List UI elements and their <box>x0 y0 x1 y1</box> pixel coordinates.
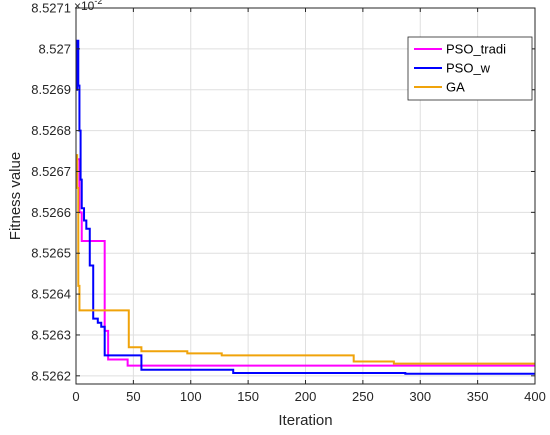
x-tick-label: 100 <box>180 389 202 404</box>
x-axis-title: Iteration <box>278 412 332 429</box>
y-exponent-label: ×10-2 <box>74 0 102 13</box>
y-axis-title: Fitness value <box>7 152 24 240</box>
legend-label: GA <box>446 80 465 95</box>
y-tick-label: 8.5271 <box>31 1 71 16</box>
x-tick-label: 250 <box>352 389 374 404</box>
y-tick-label: 8.5265 <box>31 246 71 261</box>
y-tick-label: 8.5269 <box>31 82 71 97</box>
y-tick-label: 8.5264 <box>31 287 71 302</box>
y-tick-label: 8.5267 <box>31 164 71 179</box>
y-tick-label: 8.5263 <box>31 327 71 342</box>
y-tick-label: 8.5262 <box>31 368 71 383</box>
legend-label: PSO_w <box>446 61 491 76</box>
series-line-ga <box>76 154 535 365</box>
legend: PSO_tradi PSO_w GA <box>407 36 533 101</box>
x-tick-label: 300 <box>409 389 431 404</box>
y-tick-label: 8.5266 <box>31 205 71 220</box>
series-line-pso-w <box>76 39 535 375</box>
x-tick-label: 50 <box>126 389 140 404</box>
y-tick-label: 8.5268 <box>31 123 71 138</box>
x-tick-label: 200 <box>295 389 317 404</box>
series-lines <box>76 39 535 375</box>
x-tick-label: 350 <box>467 389 489 404</box>
legend-label: PSO_tradi <box>446 42 506 57</box>
grid-lines <box>75 7 536 384</box>
x-tick-label: 0 <box>72 389 79 404</box>
x-tick-label: 400 <box>524 389 546 404</box>
x-tick-label: 150 <box>237 389 259 404</box>
axis-ticks: 0 50 100 150 200 250 300 350 400 8.5262 8.5263 8.52… <box>31 1 546 405</box>
series-line-pso-tradi <box>76 158 535 367</box>
y-tick-label: 8.527 <box>38 41 71 56</box>
y-exponent-power: -2 <box>94 0 102 6</box>
y-exponent-base: ×10 <box>74 0 95 13</box>
